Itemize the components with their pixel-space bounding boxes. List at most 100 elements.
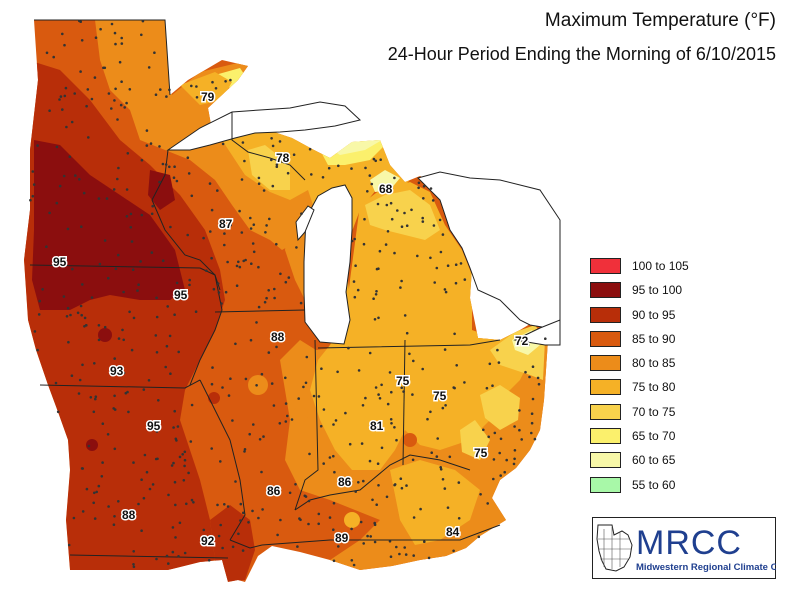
station-dot [125, 101, 128, 105]
station-dot [41, 288, 44, 291]
station-dot [67, 543, 71, 547]
station-dot [238, 209, 241, 213]
station-dot [530, 412, 534, 416]
station-dot [70, 374, 74, 378]
station-dot [174, 437, 178, 441]
station-dot [376, 462, 380, 466]
value-label: 93 [110, 364, 124, 378]
station-dot [174, 536, 177, 539]
zone-95-100-ne [148, 170, 175, 210]
station-dot [85, 324, 88, 327]
state-borders [29, 19, 501, 559]
border-ia-mo [39, 379, 201, 389]
station-dot [364, 396, 367, 400]
station-dot [271, 184, 275, 188]
station-dot [312, 394, 316, 398]
station-dot [377, 393, 380, 396]
station-dot [151, 483, 155, 486]
station-dot [221, 142, 225, 146]
station-dot [173, 480, 177, 484]
value-label: 92 [201, 534, 215, 548]
station-dot [363, 217, 366, 221]
station-dot [457, 481, 461, 484]
station-dot [302, 385, 305, 389]
station-dot [374, 293, 378, 296]
station-dot [238, 265, 242, 269]
station-dot [304, 495, 308, 498]
station-dot [491, 384, 494, 388]
station-dot [375, 267, 379, 271]
station-dot [368, 459, 372, 463]
station-dot [417, 181, 421, 185]
station-dot [544, 337, 547, 341]
station-dot [260, 372, 264, 376]
station-dot [221, 386, 224, 389]
station-dot [112, 523, 116, 526]
mrcc-logo: MRCC Midwestern Regional Climate Center [592, 517, 800, 579]
station-dot [186, 156, 190, 159]
station-dot [328, 516, 332, 519]
station-dot [182, 479, 186, 482]
station-dot [234, 480, 237, 483]
station-dot [101, 461, 104, 464]
station-dot [216, 503, 219, 507]
station-dot [268, 217, 271, 221]
station-dot [243, 159, 246, 163]
station-dot [290, 418, 294, 421]
station-dot [93, 491, 96, 495]
station-dot [114, 267, 118, 271]
station-dot [209, 230, 212, 233]
station-dot [396, 209, 399, 212]
station-dot [172, 426, 175, 429]
station-dot [257, 516, 260, 520]
station-dot [153, 51, 156, 54]
legend-label: 95 to 100 [632, 283, 683, 298]
station-dot [183, 458, 187, 462]
station-dot [380, 383, 383, 387]
station-dot [389, 555, 393, 558]
station-dot [224, 80, 227, 83]
green-bay [295, 205, 315, 242]
station-dot [143, 453, 147, 457]
station-dot [499, 474, 503, 477]
station-dot [385, 203, 389, 207]
station-dot [98, 262, 102, 266]
station-dot [234, 342, 237, 346]
zone-70-75-mi-lake [365, 190, 440, 240]
station-dot [411, 393, 414, 396]
station-dot [441, 233, 445, 236]
station-dot [386, 402, 390, 406]
station-dot [427, 556, 431, 560]
station-dot [29, 198, 32, 202]
station-dot [63, 94, 67, 98]
station-dot [267, 351, 271, 354]
station-dot [317, 395, 321, 398]
legend-swatch [590, 379, 621, 396]
hotspot-mo [208, 392, 220, 404]
station-dot [270, 382, 274, 385]
lake-huron [417, 171, 561, 331]
station-dot [443, 348, 447, 351]
station-dot [95, 490, 98, 494]
station-dot [487, 435, 491, 439]
station-dot [272, 404, 276, 407]
station-dot [241, 549, 245, 552]
station-dot [97, 324, 101, 327]
station-dot [235, 264, 239, 268]
station-dot [393, 483, 397, 486]
station-dot [388, 540, 392, 543]
station-dot [174, 503, 177, 507]
station-dot [67, 340, 70, 344]
border-upper-peninsula [231, 112, 306, 181]
station-dot [132, 565, 136, 569]
station-dot [400, 386, 404, 390]
station-dot [536, 376, 540, 380]
station-dot [125, 188, 129, 191]
station-dot [527, 343, 530, 347]
station-dot [80, 313, 83, 317]
station-dot [93, 517, 97, 520]
station-dot [79, 70, 82, 73]
legend-label: 55 to 60 [632, 477, 676, 492]
station-dot [422, 197, 425, 200]
